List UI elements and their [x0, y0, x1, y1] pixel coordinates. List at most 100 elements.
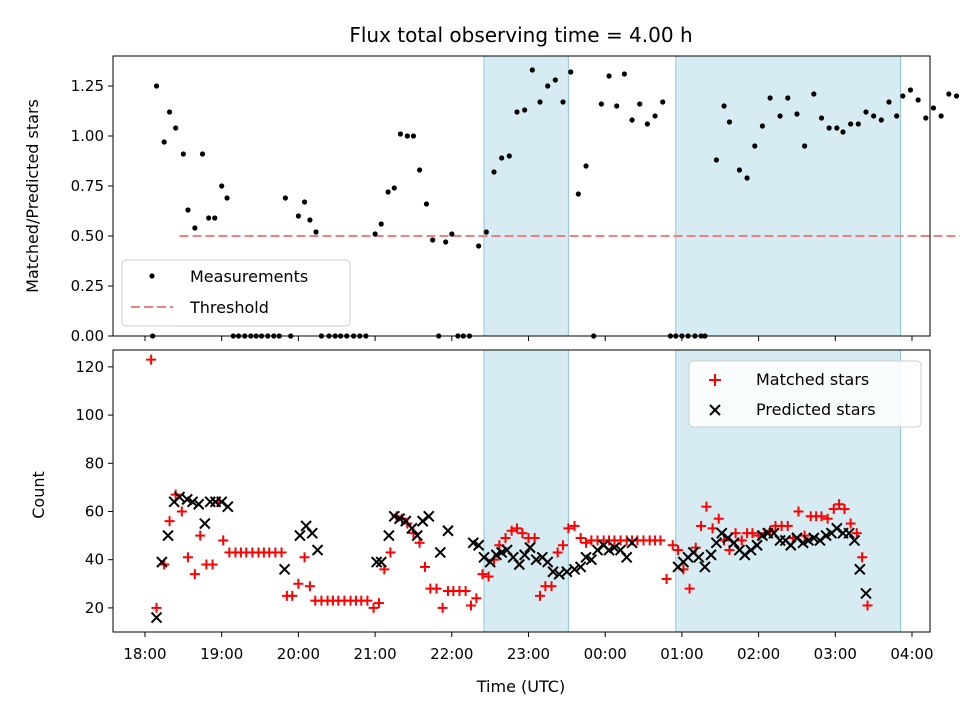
predicted-star-point	[156, 556, 168, 568]
predicted-star-point	[375, 556, 387, 568]
matched-star-point	[146, 354, 157, 365]
matched-star-point	[719, 535, 730, 546]
matched-star-point	[575, 533, 586, 543]
matched-star-point	[176, 506, 187, 517]
matched-star-point	[517, 528, 528, 539]
matched-star-point	[857, 552, 868, 563]
predicted-star-point	[808, 532, 820, 544]
measurement-point	[644, 121, 650, 127]
measurement-point	[199, 151, 206, 157]
matched-star-point	[465, 600, 476, 611]
bottom-plot-frame	[112, 349, 931, 633]
bottom-xtick-label: 18:00	[123, 645, 166, 663]
measurement-point	[946, 91, 952, 97]
matched-star-point	[822, 513, 833, 524]
predicted-star-point	[434, 546, 447, 559]
predicted-star-point	[311, 544, 324, 556]
measurement-point	[391, 185, 397, 191]
measurement-point	[552, 77, 558, 83]
measurement-point	[180, 151, 186, 157]
predicted-star-point	[294, 529, 306, 542]
legend-threshold-label: Threshold	[189, 298, 269, 317]
predicted-star-point	[854, 563, 866, 576]
measurement-point	[840, 129, 846, 135]
matched-star-point	[437, 602, 448, 613]
shaded-region	[483, 349, 569, 633]
measurement-point	[430, 237, 436, 243]
measurement-point	[752, 143, 758, 149]
measurement-point	[953, 93, 960, 99]
matched-star-point	[563, 523, 574, 534]
matched-star-point	[707, 523, 718, 534]
bottom-ytick-label: 120	[75, 358, 104, 376]
bottom-ytick-label: 100	[75, 406, 104, 424]
measurement-point	[537, 99, 543, 105]
top-legend: Measurements Threshold	[121, 259, 351, 327]
measurement-point	[161, 139, 167, 145]
measurement-point	[811, 91, 817, 97]
matched-star-point	[793, 506, 804, 517]
measurement-point	[907, 87, 914, 93]
predicted-star-point	[306, 527, 318, 539]
measurement-point	[660, 99, 666, 105]
matched-star-point	[170, 489, 181, 500]
top-ytick-label: 1.25	[71, 77, 104, 95]
measurement-point	[629, 117, 635, 123]
measurement-point	[307, 217, 313, 223]
bottom-ylabel: Count	[29, 471, 48, 519]
predicted-star-point	[423, 510, 435, 523]
measurement-point	[802, 143, 808, 149]
matched-star-point	[460, 586, 471, 597]
legend-predicted-label: Predicted stars	[756, 400, 876, 419]
top-ytick-label: 0.75	[71, 177, 104, 195]
measurement-point	[777, 113, 783, 119]
legend-measurements-marker	[149, 273, 155, 279]
matched-star-point	[535, 590, 546, 601]
measurement-point	[224, 195, 230, 201]
measurement-point	[826, 125, 832, 131]
matched-star-point	[782, 520, 793, 531]
predicted-star-point	[693, 551, 705, 563]
measurement-point	[744, 175, 750, 181]
shaded-region	[675, 55, 901, 337]
measurement-point	[930, 105, 937, 111]
measurement-point	[185, 207, 191, 213]
bottom-xtick-label: 20:00	[277, 645, 320, 663]
matched-star-point	[506, 525, 517, 536]
measurement-point	[923, 115, 929, 121]
predicted-star-point	[186, 496, 199, 508]
measurement-point	[794, 111, 800, 117]
predicted-star-point	[608, 541, 621, 554]
measurement-point	[378, 221, 384, 227]
matched-star-point	[661, 573, 672, 584]
measurement-point	[423, 201, 430, 207]
matched-star-point	[701, 501, 712, 512]
matched-star-point	[182, 552, 193, 563]
measurement-point	[871, 113, 877, 119]
predicted-star-point	[699, 561, 711, 573]
top-plot-frame	[112, 55, 931, 337]
top-ytick-label: 0.50	[71, 227, 104, 245]
bottom-xtick-label: 23:00	[507, 645, 550, 663]
measurement-point	[886, 99, 892, 105]
measurement-point	[522, 107, 528, 113]
measurement-point	[499, 155, 505, 161]
matched-star-point	[828, 504, 839, 515]
measurement-point	[900, 93, 906, 99]
predicted-star-point	[411, 529, 423, 542]
measurement-point	[560, 99, 566, 105]
measurement-point	[848, 121, 854, 127]
bottom-panel: 20 40 60 80 100 120 18:00 19:00 20:00 21:00 22:00 2…	[29, 349, 934, 696]
matched-star-point	[293, 578, 304, 589]
legend-measurements-label: Measurements	[190, 267, 308, 286]
predicted-star-point	[553, 568, 565, 580]
matched-star-point	[552, 547, 563, 558]
measurement-point	[449, 231, 455, 237]
measurement-point	[863, 109, 869, 115]
matched-star-point	[471, 593, 482, 604]
measurement-point	[295, 213, 301, 219]
measurement-point	[767, 95, 773, 101]
measurement-point	[476, 243, 482, 249]
matched-star-point	[546, 581, 557, 592]
matched-star-point	[845, 518, 856, 529]
